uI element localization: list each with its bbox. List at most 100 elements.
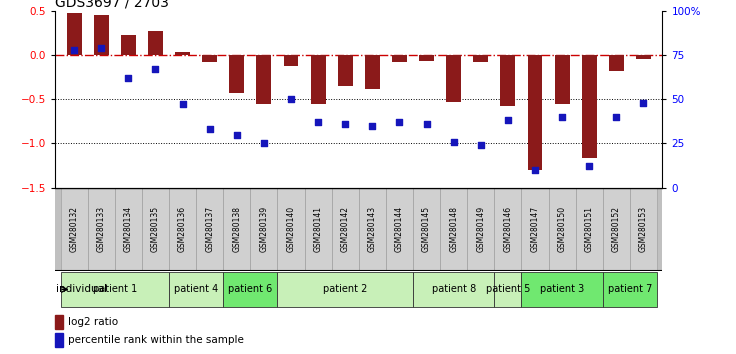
- Point: [421, 121, 433, 127]
- Bar: [230, 55, 244, 93]
- Bar: [386, 188, 413, 271]
- Bar: [609, 55, 624, 71]
- Text: GSM280151: GSM280151: [584, 206, 594, 252]
- Text: individual: individual: [56, 284, 107, 295]
- Point: [258, 141, 270, 146]
- Bar: [636, 55, 651, 59]
- Bar: [548, 188, 576, 271]
- Bar: [413, 272, 495, 307]
- Bar: [500, 55, 515, 106]
- Text: GSM280150: GSM280150: [558, 206, 567, 252]
- Bar: [223, 272, 277, 307]
- Bar: [467, 188, 495, 271]
- Text: GSM280149: GSM280149: [476, 206, 485, 252]
- Bar: [223, 188, 250, 271]
- Text: GSM280144: GSM280144: [395, 206, 404, 252]
- Text: patient 1: patient 1: [93, 284, 137, 295]
- Text: GSM280132: GSM280132: [70, 206, 79, 252]
- Text: GSM280145: GSM280145: [422, 206, 431, 252]
- Text: log2 ratio: log2 ratio: [68, 317, 118, 327]
- Bar: [169, 188, 197, 271]
- Bar: [93, 15, 109, 55]
- Text: GSM280153: GSM280153: [639, 206, 648, 252]
- Point: [312, 119, 324, 125]
- Bar: [202, 55, 217, 62]
- Point: [610, 114, 622, 120]
- Bar: [60, 272, 169, 307]
- Bar: [495, 188, 521, 271]
- Text: GSM280133: GSM280133: [96, 206, 106, 252]
- Text: GSM280152: GSM280152: [612, 206, 621, 252]
- Bar: [142, 188, 169, 271]
- Bar: [528, 55, 542, 170]
- Bar: [603, 272, 657, 307]
- Text: percentile rank within the sample: percentile rank within the sample: [68, 335, 244, 345]
- Point: [584, 164, 595, 169]
- Bar: [197, 188, 223, 271]
- Bar: [603, 188, 630, 271]
- Bar: [581, 55, 597, 159]
- Bar: [88, 188, 115, 271]
- Bar: [392, 55, 407, 62]
- Text: GSM280141: GSM280141: [314, 206, 322, 252]
- Point: [637, 100, 649, 105]
- Bar: [440, 188, 467, 271]
- Bar: [419, 55, 434, 61]
- Bar: [521, 272, 603, 307]
- Text: patient 2: patient 2: [323, 284, 367, 295]
- Point: [529, 167, 541, 173]
- Bar: [148, 31, 163, 55]
- Text: GSM280146: GSM280146: [503, 206, 512, 252]
- Bar: [55, 333, 63, 347]
- Point: [556, 114, 568, 120]
- Bar: [60, 188, 88, 271]
- Bar: [338, 55, 353, 86]
- Point: [68, 47, 80, 52]
- Text: GSM280134: GSM280134: [124, 206, 133, 252]
- Bar: [446, 55, 461, 102]
- Point: [339, 121, 351, 127]
- Bar: [283, 55, 299, 67]
- Point: [177, 102, 188, 107]
- Bar: [311, 55, 325, 104]
- Text: GSM280147: GSM280147: [531, 206, 539, 252]
- Bar: [115, 188, 142, 271]
- Bar: [576, 188, 603, 271]
- Bar: [473, 55, 488, 62]
- Bar: [256, 55, 272, 104]
- Point: [502, 118, 514, 123]
- Bar: [175, 52, 190, 55]
- Bar: [630, 188, 657, 271]
- Bar: [413, 188, 440, 271]
- Text: patient 6: patient 6: [228, 284, 272, 295]
- Bar: [55, 315, 63, 329]
- Text: GSM280142: GSM280142: [341, 206, 350, 252]
- Bar: [67, 13, 82, 55]
- Point: [231, 132, 243, 137]
- Point: [122, 75, 134, 81]
- Bar: [555, 55, 570, 104]
- Bar: [365, 55, 380, 88]
- Point: [475, 142, 486, 148]
- Text: patient 5: patient 5: [486, 284, 530, 295]
- Bar: [250, 188, 277, 271]
- Bar: [169, 272, 223, 307]
- Bar: [277, 188, 305, 271]
- Bar: [521, 188, 548, 271]
- Bar: [121, 35, 136, 55]
- Point: [367, 123, 378, 129]
- Text: patient 3: patient 3: [540, 284, 584, 295]
- Text: GSM280138: GSM280138: [233, 206, 241, 252]
- Text: GSM280135: GSM280135: [151, 206, 160, 252]
- Bar: [358, 188, 386, 271]
- Bar: [305, 188, 332, 271]
- Point: [447, 139, 459, 144]
- Text: GSM280148: GSM280148: [449, 206, 459, 252]
- Point: [394, 119, 406, 125]
- Point: [285, 96, 297, 102]
- Text: GSM280137: GSM280137: [205, 206, 214, 252]
- Text: GDS3697 / 2703: GDS3697 / 2703: [55, 0, 169, 10]
- Point: [96, 45, 107, 51]
- Text: patient 4: patient 4: [174, 284, 219, 295]
- Text: GSM280139: GSM280139: [259, 206, 269, 252]
